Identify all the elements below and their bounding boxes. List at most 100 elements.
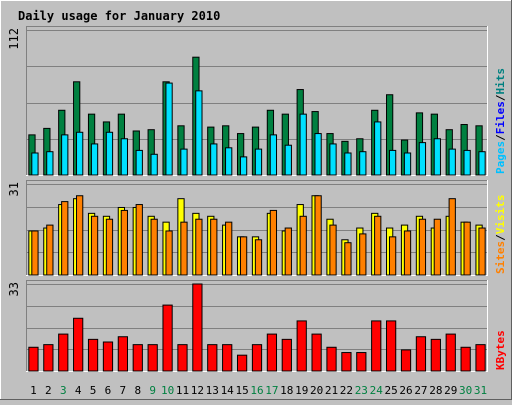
y-max-label-visits-sites: 31	[7, 182, 21, 196]
bar-files-day-15	[239, 156, 248, 176]
bar-sites-day-24	[374, 215, 382, 276]
legend-separator: /	[494, 134, 507, 141]
bar-sites-day-29	[448, 198, 456, 276]
x-tick-label-day-4: 4	[75, 384, 82, 397]
bar-files-day-2	[46, 151, 54, 176]
bar-kbytes-day-9	[147, 344, 158, 372]
bar-kbytes-day-25	[386, 320, 397, 372]
bar-sites-day-5	[90, 215, 99, 276]
bar-sites-day-6	[105, 218, 114, 276]
bar-files-day-23	[359, 151, 367, 176]
bar-files-day-26	[403, 152, 412, 176]
bar-sites-day-3	[61, 201, 69, 276]
bar-files-day-11	[180, 148, 188, 176]
x-tick-label-day-30: 30	[459, 384, 472, 397]
x-tick-label-day-1: 1	[30, 384, 37, 397]
bar-files-day-7	[120, 138, 128, 176]
bar-sites-day-13	[210, 218, 218, 276]
x-tick-label-day-8: 8	[134, 384, 141, 397]
legend-entry-files: Files	[494, 101, 507, 134]
x-tick-label-day-24: 24	[370, 384, 384, 397]
x-tick-label-day-10: 10	[161, 384, 174, 397]
x-axis-labels: 1 2 3 4 5 6 7 8 9 10 11 12 13 14 15 16 17 18 19 20 21 22 23 24 2…	[30, 384, 487, 397]
bar-kbytes-day-15	[236, 354, 248, 372]
legend-entry-pages: Pages	[494, 141, 507, 174]
chart-panels	[26, 26, 488, 372]
bar-files-day-8	[135, 149, 143, 176]
bar-sites-day-17	[269, 209, 278, 276]
bar-sites-day-14	[225, 221, 233, 276]
bar-files-day-24	[374, 121, 382, 176]
x-tick-label-day-26: 26	[399, 384, 412, 397]
bar-sites-day-28	[433, 218, 441, 276]
bar-files-day-30	[463, 149, 471, 176]
bar-kbytes-day-31	[475, 344, 486, 372]
x-tick-label-day-11: 11	[176, 384, 189, 397]
bar-kbytes-day-10	[162, 304, 173, 372]
x-tick-label-day-22: 22	[340, 384, 353, 397]
x-tick-label-day-29: 29	[444, 384, 457, 397]
x-tick-label-day-18: 18	[280, 384, 293, 397]
bar-files-day-22	[344, 152, 352, 176]
bar-sites-day-27	[418, 218, 427, 276]
chart-title: Daily usage for January 2010	[18, 9, 220, 23]
bar-kbytes-day-29	[445, 333, 456, 372]
x-tick-label-day-2: 2	[45, 384, 52, 397]
bar-sites-day-26	[403, 230, 412, 276]
bar-kbytes-day-11	[177, 344, 188, 372]
bar-kbytes-day-17	[266, 333, 278, 372]
bar-kbytes-day-13	[207, 344, 218, 372]
x-tick-label-day-25: 25	[385, 384, 398, 397]
panel-kbytes	[26, 280, 488, 372]
x-tick-label-day-3: 3	[60, 384, 67, 397]
bar-files-day-1	[31, 152, 39, 176]
x-tick-label-day-20: 20	[310, 384, 323, 397]
bar-sites-day-10	[165, 230, 173, 276]
x-tick-label-day-21: 21	[325, 384, 338, 397]
x-tick-label-day-13: 13	[206, 384, 219, 397]
bar-files-day-31	[478, 151, 486, 176]
x-tick-label-day-9: 9	[149, 384, 156, 397]
bar-kbytes-day-3	[58, 333, 69, 372]
bar-sites-day-30	[463, 221, 471, 276]
x-tick-label-day-17: 17	[265, 384, 278, 397]
bar-sites-day-2	[46, 224, 54, 276]
bar-files-day-13	[210, 143, 218, 176]
bar-files-day-4	[76, 131, 84, 176]
bar-kbytes-day-22	[341, 352, 352, 372]
legend-kbytes: KBytes	[494, 330, 507, 370]
bar-kbytes-day-5	[87, 338, 99, 372]
x-tick-label-day-28: 28	[429, 384, 442, 397]
bar-files-day-17	[269, 134, 278, 176]
bar-sites-day-18	[284, 227, 292, 276]
bar-sites-day-25	[388, 236, 397, 276]
bar-kbytes-day-30	[460, 346, 471, 372]
x-tick-label-day-27: 27	[414, 384, 427, 397]
bar-files-day-14	[225, 147, 233, 176]
bar-kbytes-day-2	[43, 344, 54, 372]
bar-sites-day-8	[135, 204, 143, 276]
bar-kbytes-day-8	[132, 344, 143, 372]
x-tick-label-day-7: 7	[120, 384, 127, 397]
bar-kbytes-day-14	[222, 344, 233, 372]
legend-entry-kbytes: KBytes	[494, 330, 507, 370]
bar-files-day-20	[314, 133, 322, 176]
x-tick-label-day-16: 16	[250, 384, 263, 397]
bar-sites-day-22	[344, 242, 352, 276]
bar-kbytes-day-24	[371, 320, 382, 372]
x-tick-label-day-23: 23	[355, 384, 368, 397]
y-max-label-kbytes: 33	[7, 282, 21, 296]
bar-files-day-28	[433, 138, 441, 176]
bar-kbytes-day-6	[102, 341, 114, 372]
bar-files-day-16	[254, 148, 263, 176]
x-tick-label-day-31: 31	[474, 384, 487, 397]
legend-entry-hits: Hits	[494, 68, 507, 95]
bar-kbytes-day-26	[400, 349, 412, 372]
bar-files-day-19	[299, 113, 307, 176]
bar-kbytes-day-21	[326, 346, 337, 372]
bar-kbytes-day-7	[117, 336, 128, 372]
bar-sites-day-19	[299, 215, 307, 276]
bar-sites-day-16	[254, 239, 263, 276]
bar-files-day-27	[418, 142, 427, 176]
